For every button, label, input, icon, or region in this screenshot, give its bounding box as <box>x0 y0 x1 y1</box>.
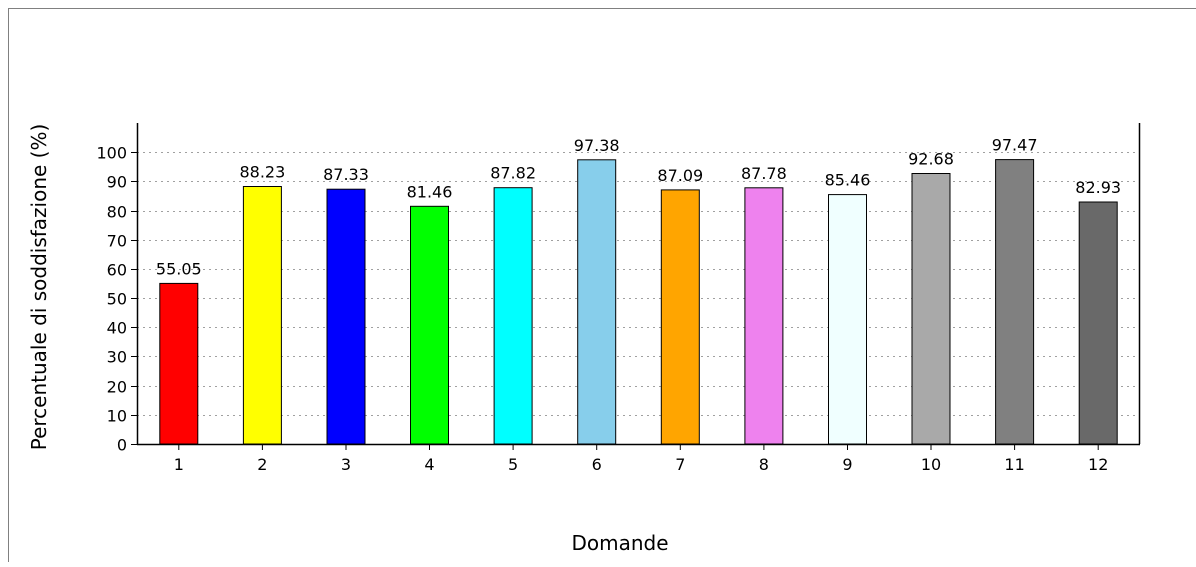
x-tick-label: 10 <box>921 455 941 474</box>
y-tick-label: 0 <box>117 436 127 455</box>
x-tick-label: 3 <box>341 455 351 474</box>
y-tick-label: 40 <box>107 319 127 338</box>
bar-9 <box>828 194 867 445</box>
x-tick-label: 6 <box>592 455 602 474</box>
bar-2 <box>242 186 282 445</box>
bars <box>159 159 1118 445</box>
grid-lines <box>137 152 1140 416</box>
bar-value-label: 81.46 <box>407 182 453 201</box>
y-tick-label: 50 <box>107 290 127 309</box>
x-tick-label: 11 <box>1004 455 1024 474</box>
bar-8 <box>744 187 784 445</box>
bar-value-label: 87.33 <box>323 165 369 184</box>
y-tick-label: 80 <box>107 203 127 222</box>
y-tick-label: 70 <box>107 232 127 251</box>
y-axis-ticks: 0 10 20 30 40 50 60 70 80 90 100 <box>96 144 137 455</box>
x-tick-label: 8 <box>759 455 769 474</box>
x-tick-label: 4 <box>424 455 434 474</box>
x-tick-label: 2 <box>257 455 267 474</box>
bar-12 <box>1078 201 1118 445</box>
x-axis-ticks: 1 2 3 4 5 6 7 8 9 10 11 12 <box>174 444 1108 474</box>
bar-5 <box>493 187 533 445</box>
bar-value-label: 82.93 <box>1075 178 1121 197</box>
bar-10 <box>911 173 951 445</box>
y-tick-label: 20 <box>107 378 127 397</box>
x-tick-label: 1 <box>174 455 184 474</box>
x-tick-label: 5 <box>508 455 518 474</box>
y-tick-label: 90 <box>107 173 127 192</box>
x-tick-label: 7 <box>675 455 685 474</box>
bar-value-label: 87.82 <box>490 164 536 183</box>
bar-value-label: 97.47 <box>992 136 1038 155</box>
bar-4 <box>410 205 449 445</box>
bar-value-label: 92.68 <box>908 150 954 169</box>
value-labels: 55.05 88.23 87.33 81.46 87.82 97.38 87.09 87.78… <box>156 136 1121 279</box>
bar-value-label: 87.78 <box>741 164 787 183</box>
bar-7 <box>660 189 700 445</box>
x-tick-label: 12 <box>1088 455 1108 474</box>
bar-11 <box>995 159 1035 445</box>
y-tick-label: 100 <box>96 144 127 163</box>
x-axis-title: Domande <box>571 531 668 555</box>
bar-3 <box>326 188 366 445</box>
axes <box>136 123 1141 446</box>
bar-6 <box>577 159 617 445</box>
bar-value-label: 85.46 <box>825 171 871 190</box>
y-tick-label: 10 <box>107 407 127 426</box>
bar-1 <box>159 282 199 445</box>
y-tick-label: 60 <box>107 261 127 280</box>
bar-value-label: 87.09 <box>657 166 703 185</box>
bar-value-label: 88.23 <box>239 163 285 182</box>
y-axis-title: Percentuale di soddisfazione (%) <box>27 124 51 451</box>
y-tick-label: 30 <box>107 348 127 367</box>
x-tick-label: 9 <box>842 455 852 474</box>
bar-value-label: 55.05 <box>156 259 202 278</box>
bar-value-label: 97.38 <box>574 136 620 155</box>
